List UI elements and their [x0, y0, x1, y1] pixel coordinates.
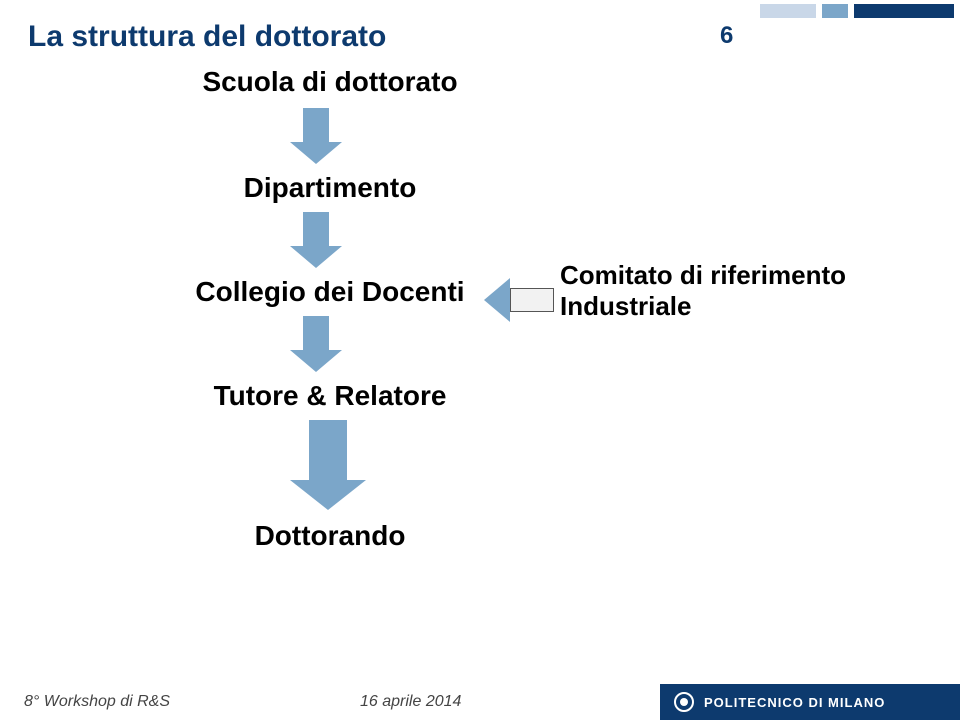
arrow-down-4 — [290, 420, 366, 510]
node-collegio: Collegio dei Docenti — [130, 276, 530, 308]
node-dipartimento: Dipartimento — [130, 172, 530, 204]
arrow-down-3 — [290, 316, 342, 372]
footer-logo-text: POLITECNICO DI MILANO — [704, 695, 885, 710]
slide: La struttura del dottorato 6 Scuola di d… — [0, 0, 960, 720]
arrow-down-1 — [290, 108, 342, 164]
node-tutore: Tutore & Relatore — [130, 380, 530, 412]
arrow-left-comitato — [484, 278, 554, 322]
arrow-down-2 — [290, 212, 342, 268]
decor-chip-2 — [854, 4, 954, 18]
comitato-line1: Comitato di riferimento — [560, 260, 920, 291]
polimi-logo-icon — [674, 692, 694, 712]
node-comitato: Comitato di riferimento Industriale — [560, 260, 920, 322]
page-number: 6 — [720, 22, 733, 50]
decor-chip-0 — [760, 4, 816, 18]
page-title: La struttura del dottorato — [28, 20, 386, 54]
footer-logo: POLITECNICO DI MILANO — [660, 684, 960, 720]
decor-chip-1 — [822, 4, 848, 18]
footer-left: 8° Workshop di R&S — [24, 693, 170, 711]
footer: 8° Workshop di R&S 16 aprile 2014 POLITE… — [0, 684, 960, 720]
node-dottorando: Dottorando — [130, 520, 530, 552]
comitato-line2: Industriale — [560, 291, 920, 322]
node-scuola: Scuola di dottorato — [130, 66, 530, 98]
header-decor — [760, 4, 954, 18]
footer-date: 16 aprile 2014 — [360, 693, 461, 711]
